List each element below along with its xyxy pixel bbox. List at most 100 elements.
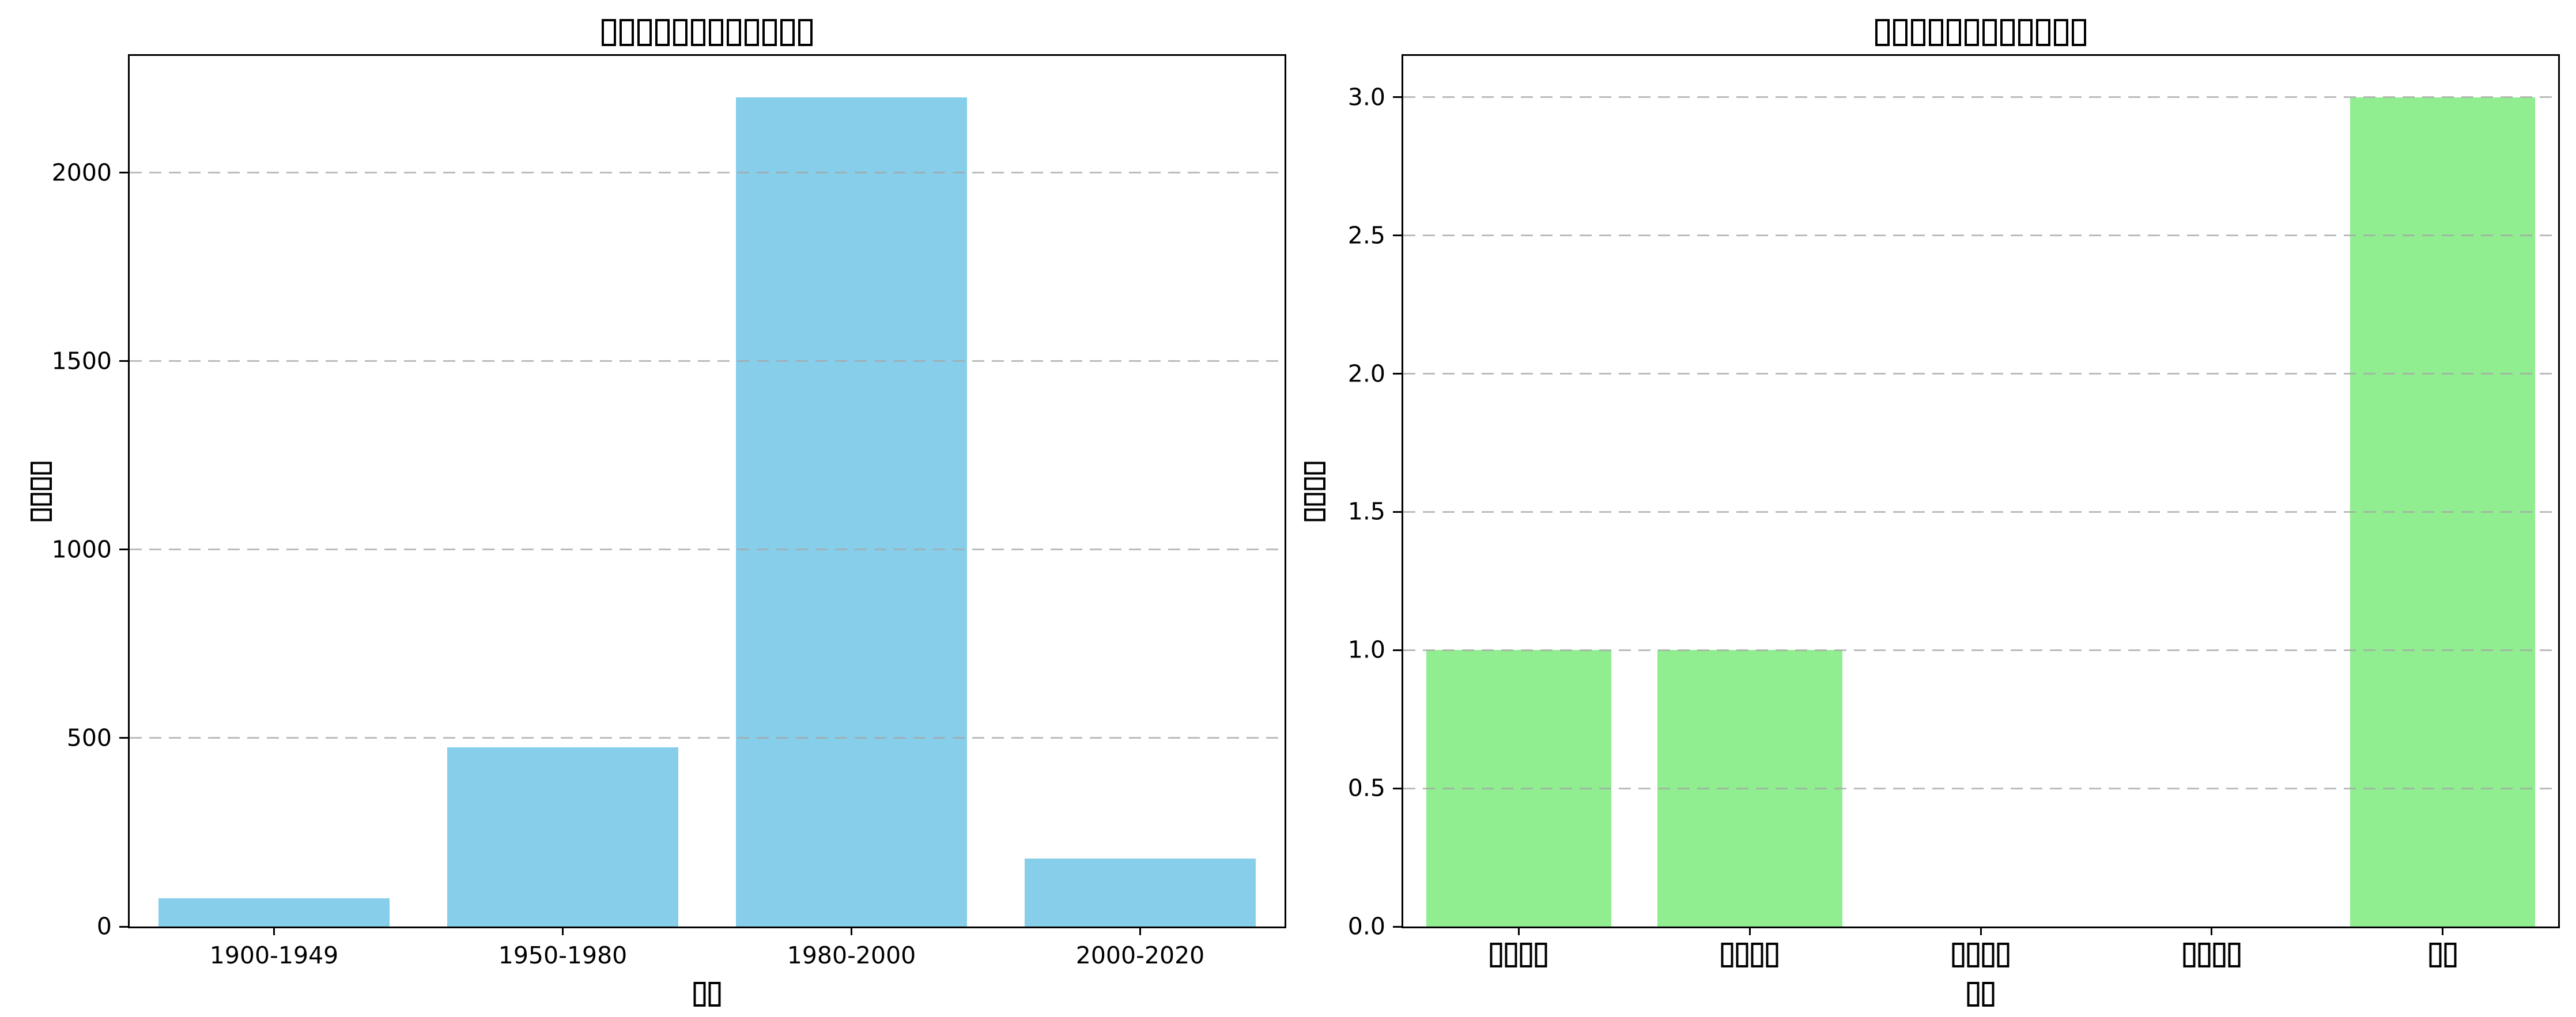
y-axis-tick-label: 0 [96, 912, 112, 940]
y-gridline [130, 172, 1285, 174]
x-axis-tick-label-tofu [2429, 943, 2457, 967]
x-axis-tick-mark [273, 927, 275, 935]
missing-glyph-box [2429, 943, 2442, 967]
y-axis-tick-mark [1393, 511, 1402, 513]
missing-glyph-box [1304, 508, 1325, 521]
missing-glyph-box [1721, 943, 1733, 967]
x-axis-tick-mark [562, 927, 564, 935]
y-axis-label [1304, 462, 1325, 521]
y-axis-tick-mark [119, 172, 128, 174]
missing-glyph-box [31, 477, 52, 490]
missing-glyph-box [31, 508, 52, 521]
y-axis-tick-label: 3.0 [1347, 83, 1385, 111]
y-axis-tick-label: 1.0 [1347, 636, 1385, 664]
y-axis-label [31, 462, 52, 521]
bar-green-1 [1657, 650, 1842, 927]
missing-glyph-box [762, 19, 777, 46]
right-chart-plot-area: 0.0 0.5 1.0 1.5 2.0 2.5 3.0 [1304, 19, 2560, 1007]
y-axis-tick-mark [119, 360, 128, 362]
bar-blue-3 [1025, 859, 1256, 927]
x-axis-tick-label-tofu [1952, 943, 2010, 967]
missing-glyph-box [1965, 19, 1979, 46]
missing-glyph-box [1911, 19, 1925, 46]
missing-glyph-box [31, 462, 52, 474]
x-axis-tick-label: 1980-2000 [787, 942, 916, 969]
missing-glyph-box [2183, 943, 2196, 967]
y-axis-tick-mark [1393, 373, 1402, 375]
bar-blue-0 [158, 898, 390, 927]
x-axis-tick-mark [1980, 927, 1982, 935]
missing-glyph-box [1505, 943, 1517, 967]
x-axis-tick-label-tofu [1490, 943, 1547, 967]
chart-title [602, 19, 813, 46]
missing-glyph-box [1304, 477, 1325, 490]
y-axis-tick-label: 1500 [51, 347, 112, 375]
missing-glyph-box [798, 19, 813, 46]
y-axis-tick-mark [1393, 649, 1402, 651]
missing-glyph-box [708, 982, 721, 1007]
missing-glyph-box [1736, 943, 1748, 967]
missing-glyph-box [2444, 943, 2457, 967]
bar-blue-1 [447, 747, 678, 927]
missing-glyph-box [1982, 943, 1995, 967]
x-axis-tick-mark [1139, 927, 1141, 935]
x-axis-tick-label-tofu [1721, 943, 1778, 967]
missing-glyph-box [2213, 943, 2226, 967]
y-axis-tick-label: 1000 [51, 535, 112, 564]
missing-glyph-box [1751, 943, 1763, 967]
missing-glyph-box [1304, 462, 1325, 474]
missing-glyph-box [2198, 943, 2211, 967]
y-axis-tick-label: 1.5 [1347, 497, 1385, 525]
y-axis-tick-mark [1393, 235, 1402, 237]
missing-glyph-box [602, 19, 616, 46]
bar-blue-2 [736, 97, 967, 927]
missing-glyph-box [1967, 982, 1980, 1007]
missing-glyph-box [691, 19, 705, 46]
y-axis-tick-label: 2.0 [1347, 360, 1385, 388]
missing-glyph-box [1304, 493, 1325, 505]
bar-green-0 [1426, 650, 1611, 927]
y-axis-tick-mark [1393, 925, 1402, 928]
missing-glyph-box [655, 19, 670, 46]
missing-glyph-box [1947, 19, 1961, 46]
x-axis-tick-mark [2211, 927, 2213, 935]
y-axis-tick-mark [1393, 96, 1402, 99]
x-axis-tick-mark [1748, 927, 1751, 935]
x-axis-tick-mark [851, 927, 852, 935]
missing-glyph-box [2000, 19, 2015, 46]
missing-glyph-box [673, 19, 688, 46]
y-axis-tick-mark [1393, 787, 1402, 789]
left-chart-plot-area: 0 500 1000 1500 2000 1900-1949 1950-1980 1980-2… [31, 19, 1286, 1007]
missing-glyph-box [1929, 19, 1943, 46]
y-axis-tick-label: 0.0 [1347, 912, 1385, 940]
missing-glyph-box [1766, 943, 1778, 967]
missing-glyph-box [1490, 943, 1502, 967]
missing-glyph-box [620, 19, 634, 46]
y-axis-tick-label: 500 [66, 724, 112, 752]
missing-glyph-box [637, 19, 652, 46]
y-gridline [130, 737, 1285, 739]
y-axis-tick-mark [119, 737, 128, 739]
missing-glyph-box [1982, 19, 1997, 46]
x-axis-tick-label: 1950-1980 [498, 942, 628, 969]
missing-glyph-box [1875, 19, 1890, 46]
missing-glyph-box [727, 19, 741, 46]
x-axis-tick-label-tofu [2183, 943, 2241, 967]
bar-green-4 [2350, 97, 2535, 927]
missing-glyph-box [1997, 943, 2010, 967]
y-axis-tick-label: 2.5 [1347, 221, 1385, 249]
x-axis-tick-mark [1517, 927, 1520, 935]
y-gridline [130, 549, 1285, 551]
missing-glyph-box [1967, 943, 1980, 967]
y-axis-tick-label: 2000 [51, 158, 112, 187]
missing-glyph-box [693, 982, 706, 1007]
missing-glyph-box [709, 19, 723, 46]
missing-glyph-box [2228, 943, 2241, 967]
x-axis-tick-mark [2442, 927, 2444, 935]
y-axis-tick-label: 0.5 [1347, 774, 1385, 802]
x-axis-label [693, 982, 721, 1007]
missing-glyph-box [745, 19, 759, 46]
missing-glyph-box [2054, 19, 2068, 46]
x-axis-label [1967, 982, 1995, 1007]
